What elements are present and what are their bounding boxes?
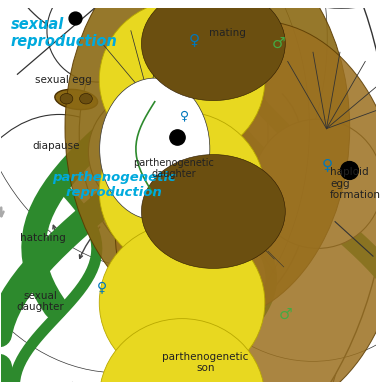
Ellipse shape [99, 223, 265, 382]
Ellipse shape [80, 94, 92, 104]
Text: ♀: ♀ [180, 109, 190, 122]
Text: hatching: hatching [20, 233, 66, 243]
Ellipse shape [100, 78, 210, 220]
Ellipse shape [115, 21, 390, 390]
Text: sexual
daughter: sexual daughter [17, 291, 64, 312]
Text: sexual
reproduction: sexual reproduction [11, 17, 117, 50]
Text: parthenogenetic
daughter: parthenogenetic daughter [133, 158, 214, 179]
Text: ♂: ♂ [272, 36, 285, 51]
Text: ♀: ♀ [97, 280, 107, 294]
Ellipse shape [99, 319, 265, 390]
Text: parthenogenetic
reproduction: parthenogenetic reproduction [52, 171, 176, 199]
Text: ♀: ♀ [189, 32, 200, 47]
Ellipse shape [120, 149, 344, 390]
Ellipse shape [47, 0, 149, 82]
Ellipse shape [253, 119, 383, 248]
Text: ♂: ♂ [279, 307, 293, 322]
Ellipse shape [60, 94, 73, 104]
Ellipse shape [0, 0, 245, 48]
Text: ♀: ♀ [322, 158, 333, 172]
Ellipse shape [142, 0, 285, 101]
Text: sexual egg: sexual egg [35, 74, 92, 85]
Ellipse shape [89, 91, 210, 213]
Ellipse shape [128, 0, 390, 278]
Text: mating: mating [209, 28, 246, 38]
Ellipse shape [55, 89, 98, 110]
Ellipse shape [79, 0, 268, 267]
Text: parthenogenetic
son: parthenogenetic son [162, 352, 249, 373]
Text: diapause: diapause [32, 141, 80, 151]
Ellipse shape [80, 0, 390, 390]
Text: haploid
egg
formation: haploid egg formation [330, 167, 381, 200]
Ellipse shape [99, 112, 265, 271]
Ellipse shape [142, 154, 285, 268]
Ellipse shape [198, 0, 390, 8]
Ellipse shape [99, 0, 265, 160]
Ellipse shape [0, 114, 172, 390]
Ellipse shape [65, 0, 350, 323]
